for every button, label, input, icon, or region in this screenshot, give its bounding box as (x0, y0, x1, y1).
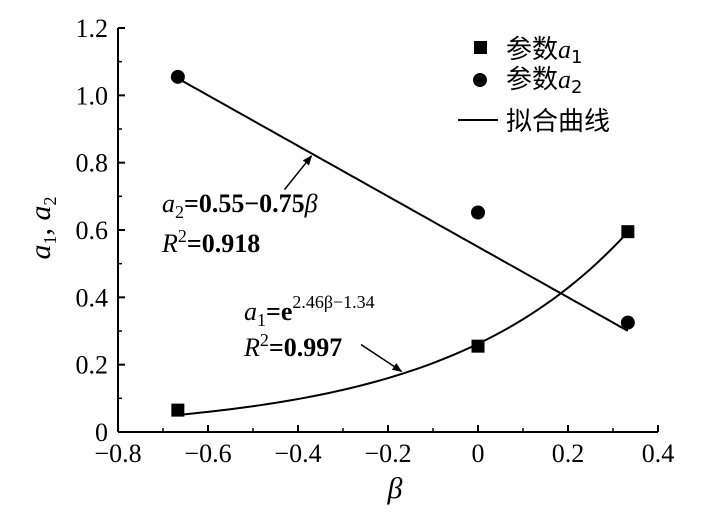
x-tick-label: −0.4 (274, 439, 321, 468)
legend-circle-marker (473, 73, 487, 87)
y-tick-label: 0.8 (76, 149, 109, 178)
annotation-a2: a2=0.55−0.75β R2=0.918 (161, 189, 318, 258)
fit-curve (177, 231, 629, 416)
legend-label-fit: 拟合曲线 (506, 107, 610, 137)
marks (170, 69, 635, 417)
y-tick-label: 0.4 (76, 283, 109, 312)
y-tick-label: 0 (95, 418, 108, 447)
annotation-arrow (360, 343, 403, 373)
y-tick-label: 1.0 (76, 81, 109, 110)
data-point-square (471, 339, 485, 353)
legend: 参数a1 参数a2 拟合曲线 (458, 35, 610, 137)
x-tick-label: 0.4 (642, 439, 675, 468)
y-tick-label: 1.2 (76, 14, 109, 43)
annotation-a1: a1=e2.46β−1.34 R2=0.997 (243, 292, 375, 362)
legend-label-a1: 参数a1 (506, 35, 582, 68)
y-tick-label: 0.6 (76, 216, 109, 245)
data-point-circle (620, 315, 635, 330)
data-point-circle (471, 205, 485, 220)
x-tick-label: −0.6 (184, 439, 231, 468)
a1-equation: a1=e2.46β−1.34 (244, 292, 375, 330)
data-point-square (621, 225, 635, 239)
x-tick-label: 0.2 (552, 439, 585, 468)
a2-equation: a2=0.55−0.75β (162, 189, 318, 222)
x-tick-label: −0.8 (94, 439, 141, 468)
axes: −0.8 −0.6 −0.4 −0.2 0 0.2 0.4 0 0.2 0.4 0.6 0.8 1.0 1… (76, 14, 675, 468)
data-point-circle (170, 69, 185, 84)
data-point-square (171, 403, 185, 417)
a2-r-squared: R2=0.918 (161, 226, 260, 258)
y-tick-label: 0.2 (76, 351, 109, 380)
annotation-arrow (283, 155, 313, 191)
x-axis-label: β (387, 472, 403, 505)
a1-r-squared: R2=0.997 (243, 330, 342, 362)
legend-square-marker (474, 41, 487, 54)
x-tick-label: −0.2 (364, 439, 411, 468)
legend-label-a2: 参数a2 (506, 65, 582, 98)
y-axis-label: a1, a2 (24, 197, 60, 260)
x-tick-label: 0 (472, 439, 485, 468)
fit-curve (177, 77, 629, 332)
